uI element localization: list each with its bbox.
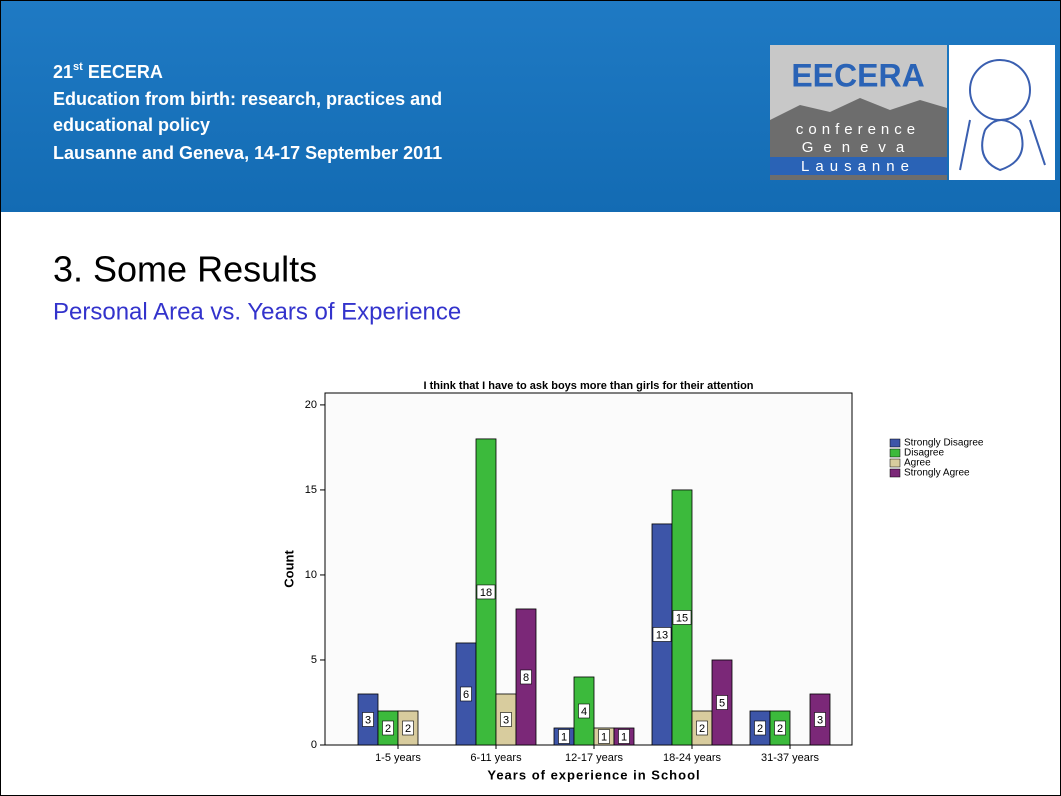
- data-label: 1: [621, 731, 627, 743]
- data-label-box: [598, 729, 610, 744]
- data-label: 13: [656, 629, 668, 641]
- chart-title: I think that I have to ask boys more tha…: [423, 380, 753, 392]
- logo-word: conference: [796, 121, 920, 138]
- logo-brand: EECERA: [791, 57, 924, 93]
- x-tick-label: 31-37 years: [761, 752, 820, 764]
- x-tick-label: 1-5 years: [375, 752, 421, 764]
- y-tick-label: 15: [305, 484, 317, 496]
- y-tick-label: 10: [305, 569, 317, 581]
- data-label-box: [774, 720, 786, 736]
- data-label-box: [754, 720, 766, 736]
- data-label: 3: [817, 714, 823, 726]
- data-label: 8: [523, 672, 529, 684]
- data-label-box: [672, 610, 692, 625]
- data-label-box: [520, 669, 532, 685]
- legend-swatch: [889, 458, 901, 468]
- legend-label: Strongly Agree: [904, 468, 970, 479]
- data-label-box: [696, 720, 708, 736]
- data-label: 3: [503, 714, 509, 726]
- data-label: 1: [601, 731, 607, 743]
- legend-label: Strongly Disagree: [904, 438, 984, 449]
- logo-word: Lausanne: [801, 158, 915, 175]
- data-label: 2: [405, 723, 411, 735]
- data-label: 15: [676, 612, 688, 624]
- legend-label: Agree: [904, 458, 931, 469]
- y-tick-label: 5: [311, 654, 317, 666]
- slide-title: 3. Some Results: [53, 249, 317, 290]
- data-label-box: [402, 720, 414, 736]
- data-label-box: [652, 627, 672, 642]
- data-label: 2: [757, 723, 763, 735]
- header-line: Lausanne and Geneva, 14-17 September 201…: [53, 143, 442, 163]
- logo-drawing: [959, 119, 1046, 172]
- legend-swatch: [889, 468, 901, 478]
- x-axis-label: Years of experience in School: [487, 767, 700, 782]
- data-label: 4: [581, 706, 587, 718]
- data-label: 5: [719, 697, 725, 709]
- x-tick-label: 18-24 years: [663, 752, 722, 764]
- logo-drawing-bg: [949, 45, 1055, 180]
- y-tick-label: 0: [311, 739, 317, 751]
- data-label: 1: [561, 731, 567, 743]
- header-edition: 21st EECERA: [53, 61, 163, 82]
- data-label: 2: [699, 723, 705, 735]
- data-label-box: [362, 712, 374, 727]
- chart: I think that I have to ask boys more tha…: [281, 380, 983, 783]
- legend-label: Disagree: [904, 448, 944, 459]
- data-label: 18: [480, 587, 492, 599]
- data-label-box: [716, 695, 728, 710]
- x-tick-label: 12-17 years: [565, 752, 624, 764]
- data-label-box: [814, 712, 826, 727]
- data-label-box: [476, 584, 496, 600]
- data-label-box: [500, 712, 512, 727]
- data-label: 2: [777, 723, 783, 735]
- legend-swatch: [889, 448, 901, 458]
- data-label-box: [460, 686, 472, 702]
- y-tick-label: 20: [305, 399, 317, 411]
- data-label: 2: [385, 723, 391, 735]
- legend-swatch: [889, 438, 901, 448]
- slide-subtitle: Personal Area vs. Years of Experience: [53, 298, 461, 325]
- data-label-box: [558, 729, 570, 744]
- data-label-box: [578, 703, 590, 719]
- header-line: educational policy: [53, 115, 210, 135]
- y-axis-label: Count: [281, 550, 296, 588]
- data-label: 6: [463, 689, 469, 701]
- x-tick-label: 6-11 years: [470, 752, 522, 764]
- data-label: 3: [365, 714, 371, 726]
- data-label-box: [382, 720, 394, 736]
- logo-word: Geneva: [802, 139, 915, 156]
- logo: EECERA conference Geneva Lausanne: [770, 45, 1055, 180]
- data-label-box: [618, 729, 630, 744]
- header-line: Education from birth: research, practice…: [53, 89, 442, 109]
- logo-strip: [770, 157, 947, 175]
